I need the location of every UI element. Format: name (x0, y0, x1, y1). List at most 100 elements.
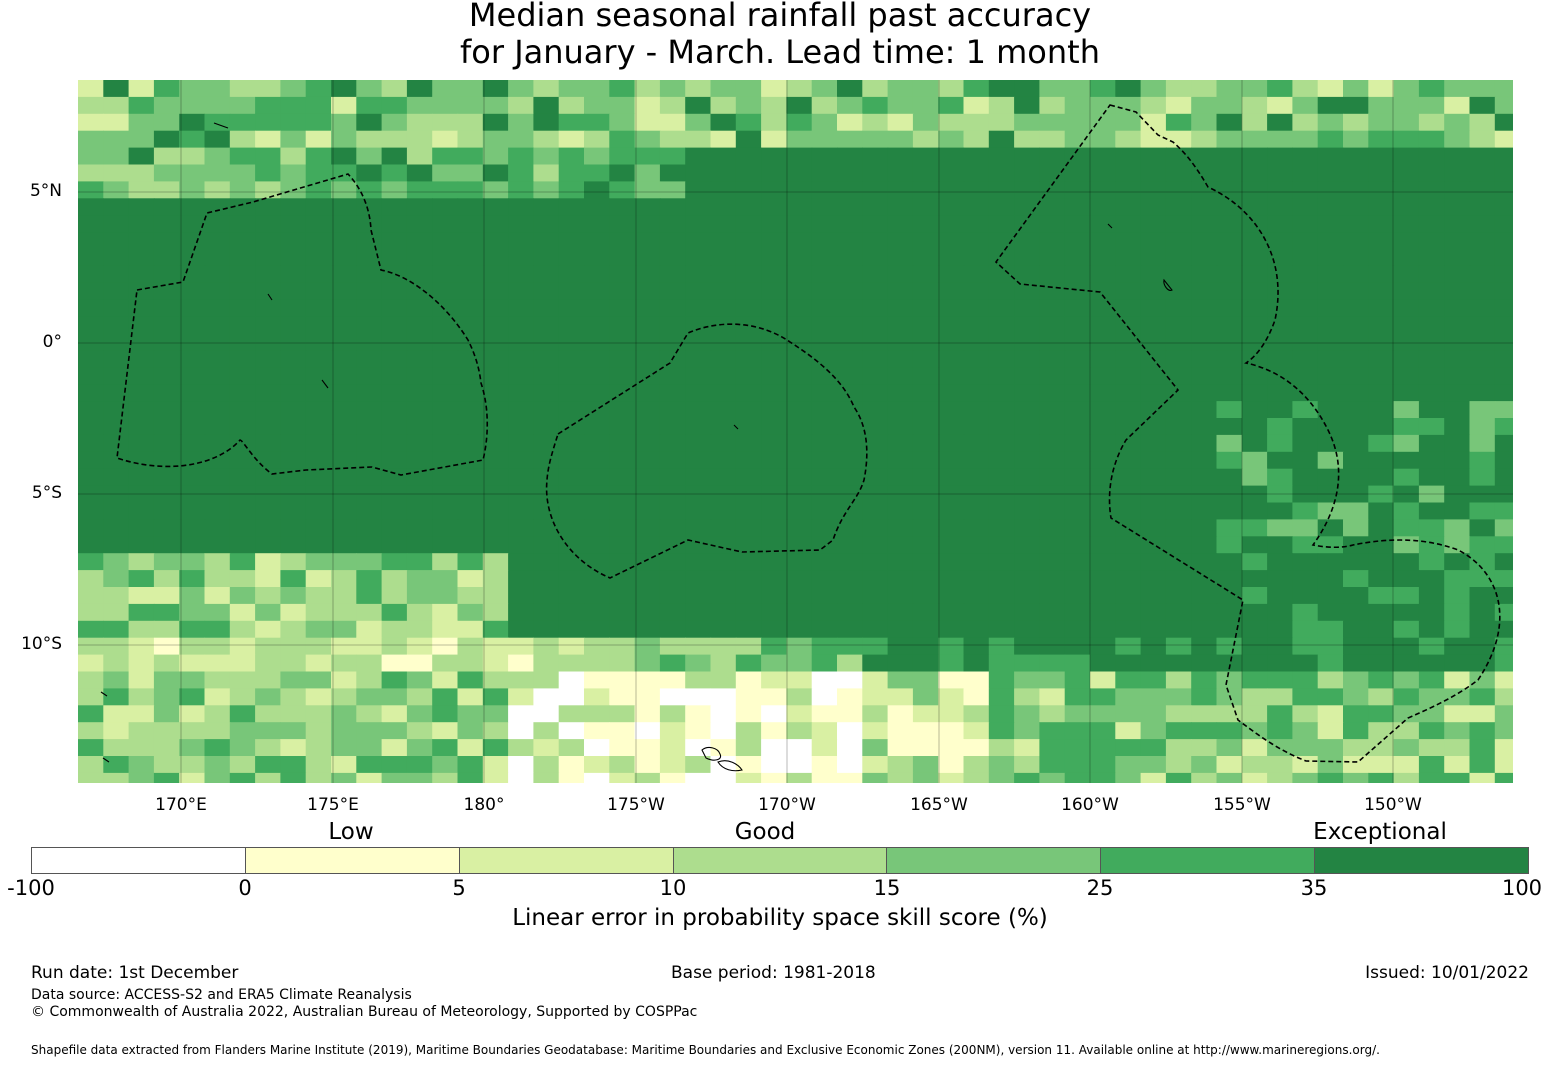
skill-grid-cell (1317, 384, 1344, 402)
skill-grid-cell (1039, 570, 1066, 588)
skill-grid-cell (1115, 654, 1142, 673)
skill-grid-cell (1064, 739, 1091, 757)
skill-grid-cell (786, 688, 813, 706)
skill-grid-cell (837, 671, 863, 689)
skill-grid-cell (305, 384, 332, 402)
skill-grid-cell (128, 316, 155, 335)
skill-grid-cell (255, 772, 281, 783)
skill-grid-cell (912, 519, 939, 537)
skill-grid-cell (179, 350, 206, 368)
skill-grid-cell (584, 705, 610, 723)
skill-grid-cell (78, 147, 104, 166)
skill-grid-cell (558, 401, 585, 419)
skill-grid-cell (862, 316, 889, 335)
skill-grid-cell (331, 401, 357, 419)
skill-grid-cell (204, 299, 231, 318)
skill-grid-cell (305, 316, 332, 335)
skill-grid-cell (204, 232, 231, 250)
skill-grid-cell (862, 468, 889, 487)
skill-grid-cell (1216, 451, 1243, 470)
skill-grid-cell (1393, 637, 1420, 656)
skill-grid-cell (229, 96, 256, 115)
skill-grid-cell (457, 434, 484, 453)
skill-grid-cell (255, 164, 281, 182)
skill-grid-cell (255, 739, 281, 757)
skill-grid-cell (912, 553, 939, 571)
skill-grid-cell (1241, 603, 1268, 622)
skill-grid-cell (1418, 367, 1445, 385)
skill-grid-cell (1039, 485, 1066, 504)
skill-grid-cell (685, 384, 712, 402)
data-source: Data source: ACCESS-S2 and ERA5 Climate … (31, 987, 412, 1003)
skill-grid-cell (533, 502, 560, 520)
skill-grid-cell (1343, 333, 1369, 351)
skill-grid-cell (558, 367, 585, 385)
skill-grid-cell (432, 536, 459, 554)
skill-grid-cell (609, 485, 636, 504)
skill-grid-cell (837, 401, 863, 419)
skill-grid-cell (533, 637, 560, 656)
skill-grid-cell (988, 519, 1015, 537)
skill-grid-cell (735, 384, 762, 402)
skill-grid-cell (255, 451, 281, 470)
skill-grid-cell (255, 722, 281, 740)
skill-grid-cell (659, 671, 686, 689)
skill-grid-cell (786, 637, 813, 656)
skill-grid-cell (457, 654, 484, 673)
skill-grid-cell (1267, 468, 1293, 487)
skill-grid-cell (1444, 756, 1471, 774)
skill-grid-cell (1216, 282, 1243, 301)
skill-grid-cell (381, 519, 408, 537)
skill-grid-cell (1165, 80, 1192, 98)
skill-grid-cell (1090, 739, 1116, 757)
skill-grid-cell (1343, 164, 1369, 182)
skill-grid-cell (1469, 772, 1496, 783)
skill-grid-cell (1064, 249, 1091, 267)
skill-grid-cell (508, 249, 534, 267)
skill-map-canvas (78, 80, 1513, 783)
skill-grid-cell (1090, 654, 1116, 673)
skill-grid-cell (406, 451, 433, 470)
skill-grid-cell (1216, 350, 1243, 368)
skill-grid-cell (1090, 502, 1116, 520)
skill-grid-cell (887, 553, 914, 571)
skill-grid-cell (710, 198, 737, 216)
skill-grid-cell (1014, 536, 1040, 554)
skill-grid-cell (558, 688, 585, 706)
skill-grid-cell (1064, 756, 1091, 774)
skill-grid-cell (1393, 265, 1420, 284)
skill-grid-cell (1165, 113, 1192, 132)
skill-grid-cell (685, 265, 712, 284)
skill-grid-cell (280, 705, 307, 723)
skill-grid-cell (1343, 502, 1369, 520)
skill-grid-cell (280, 654, 307, 673)
skill-grid-cell (761, 164, 787, 182)
skill-grid-cell (634, 367, 661, 385)
skill-grid-cell (1368, 181, 1395, 199)
skill-grid-cell (634, 654, 661, 673)
skill-grid-cell (1115, 570, 1142, 588)
skill-grid-cell (1216, 215, 1243, 233)
skill-grid-cell (786, 418, 813, 436)
skill-grid-cell (1039, 688, 1066, 706)
skill-grid-cell (280, 299, 307, 318)
skill-grid-cell (1368, 756, 1395, 774)
skill-grid-cell (179, 147, 206, 166)
skill-grid-cell (128, 772, 155, 783)
skill-grid-cell (229, 739, 256, 757)
skill-grid-cell (887, 434, 914, 453)
skill-grid-cell (78, 299, 104, 318)
skill-grid-cell (887, 333, 914, 351)
skill-grid-cell (153, 198, 180, 216)
skill-grid-cell (584, 367, 610, 385)
skill-grid-cell (1064, 401, 1091, 419)
skill-grid-cell (1140, 756, 1167, 774)
skill-grid-cell (255, 570, 281, 588)
skill-grid-cell (356, 451, 383, 470)
skill-grid-cell (78, 772, 104, 783)
skill-grid-cell (887, 147, 914, 166)
skill-grid-cell (1039, 80, 1066, 98)
skill-grid-cell (508, 722, 534, 740)
skill-grid-cell (837, 705, 863, 723)
skill-grid-cell (837, 620, 863, 639)
